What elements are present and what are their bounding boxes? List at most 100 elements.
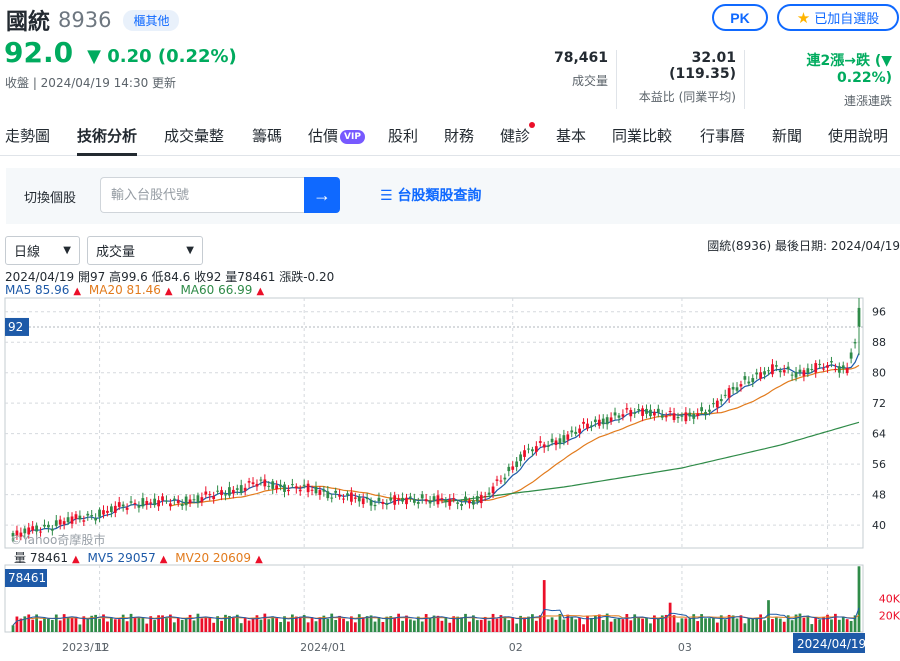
volume-bar: [184, 618, 188, 632]
volume-bar: [593, 616, 597, 632]
candle-body: [802, 370, 806, 376]
stock-search-input[interactable]: [100, 177, 306, 213]
add-watchlist-button[interactable]: ★ 已加自選股: [777, 4, 899, 31]
volume-bar: [656, 618, 660, 632]
candle-body: [834, 368, 837, 370]
candle-body: [180, 503, 184, 506]
volume-bar: [806, 615, 810, 632]
candle-body: [637, 409, 641, 411]
volume-bar: [444, 617, 448, 632]
volume-bar: [192, 620, 196, 632]
candle-body: [645, 408, 648, 414]
candle-body: [259, 479, 263, 481]
candle-body: [39, 531, 42, 533]
candle-body: [334, 490, 338, 493]
tab-finance[interactable]: 財務: [444, 127, 475, 145]
candle-body: [11, 533, 15, 537]
candle-body: [499, 480, 503, 482]
volume-bar: [165, 618, 168, 632]
last-date-label: 2024/04/19: [797, 637, 866, 651]
tab-health-label: 健診: [500, 127, 531, 145]
stat-pe-value: 32.01 (119.35): [669, 50, 736, 82]
candle-body: [841, 365, 845, 369]
candle-body: [165, 500, 168, 502]
volume-bar: [98, 618, 101, 632]
candle-body: [86, 513, 90, 516]
candle-body: [243, 487, 247, 491]
tab-trades[interactable]: 成交彙整: [164, 127, 225, 145]
candle-body: [558, 438, 562, 445]
indicator-select[interactable]: 成交量 ▼: [87, 236, 203, 265]
candle-body: [172, 498, 176, 500]
candle-body: [31, 526, 35, 531]
pk-button[interactable]: PK: [712, 4, 768, 31]
tab-technical[interactable]: 技術分析: [77, 125, 138, 156]
candle-body: [137, 505, 141, 508]
volume-bar: [798, 613, 802, 632]
candle-body: [527, 448, 530, 450]
candle-body: [688, 412, 692, 417]
tab-chips[interactable]: 籌碼: [252, 127, 283, 145]
tab-trend[interactable]: 走勢圖: [5, 127, 51, 145]
candle-body: [424, 499, 428, 502]
volume-bar: [763, 620, 766, 632]
search-submit-button[interactable]: →: [304, 177, 340, 213]
price-panel-frame: [4, 297, 864, 549]
volume-bar: [66, 617, 70, 632]
price-tick-label: 56: [872, 458, 886, 471]
candle-body: [27, 527, 31, 535]
candle-body: [519, 454, 522, 462]
tab-peer[interactable]: 同業比較: [612, 127, 673, 145]
candle-body: [109, 506, 113, 513]
category-search-link[interactable]: ☰ 台股類股查詢: [380, 188, 482, 204]
candle-body: [790, 374, 794, 376]
up-arrow-icon: ▲: [72, 554, 80, 565]
candle-body: [78, 515, 82, 520]
volume-bar: [495, 618, 499, 632]
candle-body: [66, 517, 70, 523]
volume-bar: [660, 615, 664, 632]
candle-body: [267, 485, 271, 487]
volume-bar: [314, 621, 318, 632]
tab-help[interactable]: 使用說明: [828, 127, 889, 145]
industry-tag[interactable]: 櫃其他: [123, 9, 180, 31]
add-watchlist-label: 已加自選股: [814, 11, 880, 26]
candle-body: [830, 361, 833, 363]
volume-bar: [834, 613, 837, 632]
volume-bar: [161, 615, 164, 632]
volume-bar: [228, 615, 231, 632]
candle-body: [228, 487, 231, 496]
candle-body: [58, 519, 62, 525]
candle-body: [814, 363, 818, 373]
ma60-value: MA60 66.99: [180, 283, 253, 297]
candle-body: [43, 524, 46, 527]
candle-body: [668, 411, 672, 413]
volume-bar: [106, 621, 109, 632]
volume-bar: [82, 616, 86, 632]
volume-bar: [149, 616, 153, 632]
tab-health[interactable]: 健診: [500, 122, 535, 146]
volume-bar: [346, 621, 349, 632]
candle-body: [306, 483, 310, 493]
tab-valuation[interactable]: 估價 VIP: [308, 125, 365, 146]
volume-bar: [826, 614, 829, 632]
tab-calendar[interactable]: 行事曆: [700, 127, 746, 145]
tab-basic[interactable]: 基本: [556, 127, 587, 145]
candle-body: [290, 484, 294, 486]
period-select[interactable]: 日線 ▼: [5, 236, 80, 265]
candle-body: [782, 370, 786, 373]
candle-body: [597, 419, 601, 426]
tab-dividend[interactable]: 股利: [388, 127, 419, 145]
stat-pe-label: 本益比 (同業平均): [638, 90, 736, 104]
tab-news[interactable]: 新聞: [772, 127, 803, 145]
candle-body: [318, 490, 322, 495]
candle-body: [204, 491, 208, 495]
volume-bar: [27, 614, 31, 632]
volume-bar: [735, 618, 739, 632]
volume-bar: [649, 623, 652, 632]
volume-bar: [531, 614, 534, 632]
volume-bar: [613, 618, 617, 632]
candle-body: [771, 364, 774, 375]
volume-bar: [133, 617, 137, 632]
